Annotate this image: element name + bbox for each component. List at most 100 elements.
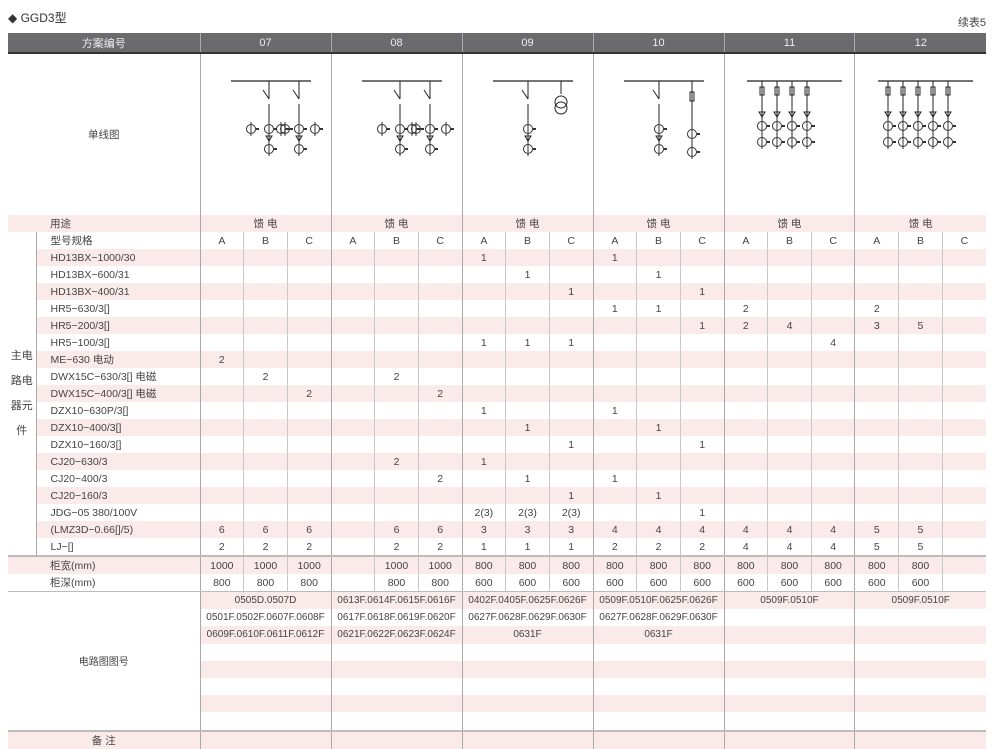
component-qty xyxy=(898,385,943,402)
depth-value: 600 xyxy=(679,574,724,592)
component-qty xyxy=(330,368,375,385)
component-row: JDG−05 380/100V 2(3) 2(3) 2(3) 1 xyxy=(8,504,986,521)
ct-terminal xyxy=(273,128,277,130)
component-row: DWX15C−400/3[] 电磁 2 2 xyxy=(8,385,986,402)
width-value: 1000 xyxy=(286,555,331,574)
component-qty xyxy=(767,419,812,436)
component-qty xyxy=(723,351,768,368)
component-qty: 1 xyxy=(548,283,593,300)
circuit-code: 0509F.0510F xyxy=(854,591,986,610)
width-value: 800 xyxy=(723,555,768,574)
usage-value: 馈 电 xyxy=(854,215,986,232)
usage-row: 用途馈 电馈 电馈 电馈 电馈 电馈 电 xyxy=(8,215,986,232)
component-qty: 2 xyxy=(417,385,462,402)
component-qty xyxy=(243,487,288,504)
component-qty xyxy=(243,470,288,487)
remarks-value xyxy=(854,729,986,749)
component-qty xyxy=(243,283,288,300)
component-name: HD13BX−600/31 xyxy=(50,268,130,281)
depth-value: 600 xyxy=(723,574,768,592)
component-qty xyxy=(723,385,768,402)
circuit-code: 0613F.0614F.0615F.0616F xyxy=(330,591,462,610)
component-qty xyxy=(723,487,768,504)
switch-icon xyxy=(292,89,299,100)
component-row: HD13BX−600/31 1 1 xyxy=(8,266,986,283)
component-qty: 6 xyxy=(417,521,462,538)
depth-row: 柜深(mm) 800 800 800 800 800 600 600 600 600 600 600 6… xyxy=(8,574,986,592)
circuit-code: 0627F.0628F.0629F.0630F xyxy=(461,609,593,627)
fuse-icon xyxy=(759,86,764,96)
circuit-row xyxy=(8,643,986,661)
component-qty: 4 xyxy=(592,521,637,538)
subcol-A: A xyxy=(592,232,637,249)
ct-terminal xyxy=(434,128,438,130)
component-qty xyxy=(417,351,462,368)
component-qty xyxy=(417,334,462,351)
component-qty xyxy=(199,368,244,385)
component-qty xyxy=(199,249,244,266)
empty-cell xyxy=(592,660,724,678)
component-qty xyxy=(374,419,419,436)
component-qty xyxy=(417,504,462,521)
component-qty xyxy=(505,385,550,402)
component-qty xyxy=(898,283,943,300)
component-qty xyxy=(286,334,331,351)
arrester-icon xyxy=(425,135,434,142)
circuit-code: 0631F xyxy=(592,626,724,644)
ct-terminal xyxy=(922,125,926,127)
depth-value: 800 xyxy=(417,574,462,592)
component-qty xyxy=(592,419,637,436)
component-qty xyxy=(592,266,637,283)
component-qty xyxy=(243,385,288,402)
remarks-value xyxy=(723,729,855,749)
circuit-code: 0402F.0405F.0625F.0626F xyxy=(461,591,593,610)
remarks-value xyxy=(461,729,593,749)
component-qty: 4 xyxy=(636,521,681,538)
component-qty xyxy=(243,300,288,317)
component-qty xyxy=(330,538,375,556)
component-qty xyxy=(941,317,986,334)
component-qty: 4 xyxy=(810,538,855,556)
usage-value: 馈 电 xyxy=(330,215,462,232)
component-qty xyxy=(723,249,768,266)
component-qty xyxy=(286,504,331,521)
component-row: LJ−[] 2 2 2 2 2 1 1 1 2 2 2 4 4 4 5 5 xyxy=(8,538,986,556)
component-qty xyxy=(461,419,506,436)
component-qty xyxy=(548,300,593,317)
component-qty: 1 xyxy=(461,538,506,556)
component-qty xyxy=(941,487,986,504)
component-qty: 1 xyxy=(505,334,550,351)
subcol-C: C xyxy=(810,232,855,249)
component-qty: 6 xyxy=(374,521,419,538)
empty-cell xyxy=(461,695,593,713)
component-qty xyxy=(286,368,331,385)
ct-terminal xyxy=(450,128,454,130)
single-line-diagram-09 xyxy=(461,53,593,215)
circuit-row: 0609F.0610F.0611F.0612F 0621F.0622F.0623F… xyxy=(8,626,986,644)
component-qty xyxy=(330,385,375,402)
component-qty xyxy=(374,487,419,504)
depth-value: 600 xyxy=(505,574,550,592)
component-qty xyxy=(679,453,724,470)
component-qty xyxy=(592,453,637,470)
component-qty xyxy=(898,419,943,436)
component-qty xyxy=(723,266,768,283)
width-value: 800 xyxy=(505,555,550,574)
component-qty xyxy=(679,266,724,283)
circuit-row: 电路图图号 0505D.0507D 0613F.0614F.0615F.0616F 0… xyxy=(8,591,986,668)
component-qty xyxy=(330,436,375,453)
component-qty xyxy=(330,351,375,368)
component-row: CJ20−160/3 1 1 xyxy=(8,487,986,504)
component-qty xyxy=(810,266,855,283)
component-name: HR5−200/3[] xyxy=(36,317,200,334)
empty-cell xyxy=(199,660,331,678)
single-line-diagram-07 xyxy=(199,53,331,215)
single-line-diagram-icon xyxy=(230,80,323,156)
component-qty xyxy=(461,351,506,368)
scheme-12-header: 12 xyxy=(854,33,986,54)
component-qty xyxy=(810,419,855,436)
component-qty xyxy=(461,436,506,453)
component-qty xyxy=(941,368,986,385)
component-qty: 1 xyxy=(592,300,637,317)
empty-cell xyxy=(854,677,986,696)
